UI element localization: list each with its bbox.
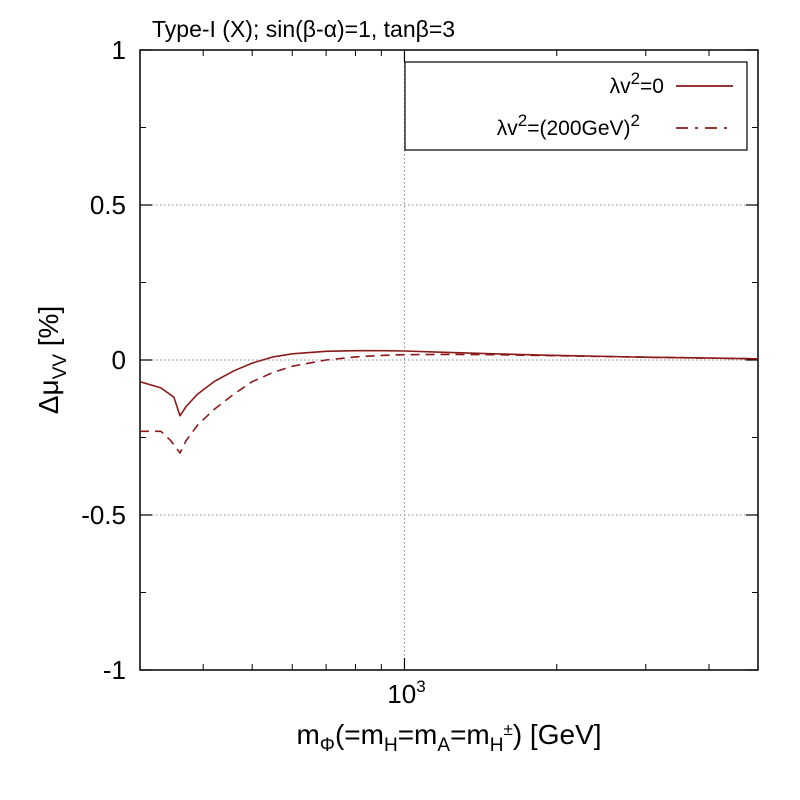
grid [140, 50, 758, 670]
y-axis-label: ΔμVV [%] [33, 306, 71, 414]
legend-label-solid: λv2=0 [610, 69, 664, 98]
series-layer [139, 349, 759, 454]
legend-label-dashed: λv2=(200GeV)2 [497, 111, 640, 140]
legend: λv2=0 λv2=(200GeV)2 [404, 61, 748, 151]
y-tick-label: -1 [103, 655, 126, 685]
y-tick-label: 0 [112, 345, 126, 375]
series-line-dashed [140, 353, 759, 454]
y-tick-label: 0.5 [90, 190, 126, 220]
legend-box [404, 61, 748, 151]
x-axis-label: mΦ(=mH=mA=mH±) [GeV] [296, 719, 601, 756]
y-tick-label: 1 [112, 35, 126, 65]
chart-title: Type-I (X); sin(β-α)=1, tanβ=3 [152, 16, 455, 42]
y-tick-label: -0.5 [81, 500, 126, 530]
axis-ticks [140, 49, 758, 671]
x-tick-label-1000: 103 [387, 677, 425, 709]
y-tick-labels: 1 0.5 0 -0.5 -1 [81, 35, 126, 685]
